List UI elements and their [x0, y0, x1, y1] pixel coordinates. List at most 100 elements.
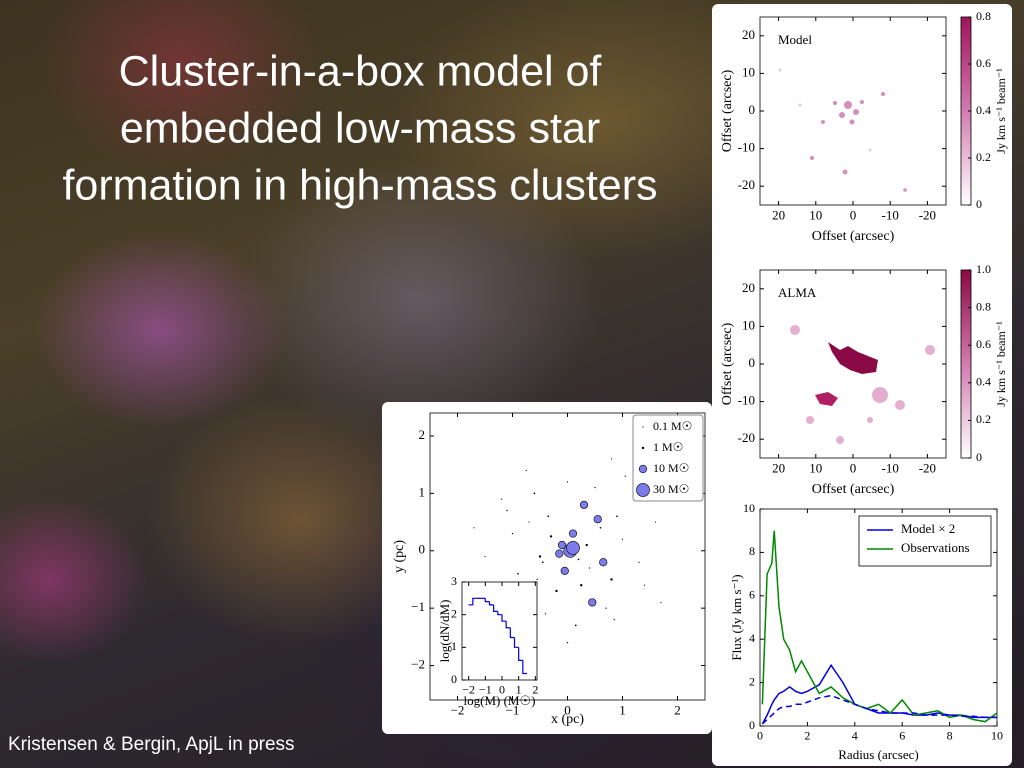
colorbar-label: Jy km s⁻¹ beam⁻¹: [994, 321, 1008, 407]
hist-step: [493, 604, 498, 612]
y-tick-label: 4: [749, 631, 755, 645]
star: [484, 555, 486, 558]
x-tick-label: 10: [991, 729, 1003, 743]
line-series: [761, 663, 997, 725]
x-tick-label: 1: [619, 703, 626, 718]
legend-label: 10 M☉: [653, 461, 689, 475]
figure-panel: [712, 4, 1012, 766]
title-line: embedded low-mass star: [120, 104, 600, 152]
x-axis-label: Radius (arcsec): [838, 747, 919, 762]
y-tick-label: 8: [749, 544, 755, 558]
y-tick-label: 0: [451, 672, 457, 686]
y-tick-label: -20: [738, 430, 755, 445]
colorbar-tick-label: 0.8: [976, 299, 991, 313]
legend-label: Model × 2: [901, 521, 955, 536]
x-tick-label: 0: [499, 683, 505, 697]
legend-label: 0.1 M☉: [653, 419, 692, 433]
star: [500, 498, 503, 500]
y-tick-label: 2: [749, 674, 755, 688]
x-tick-label: -20: [919, 208, 936, 223]
hist-step: [513, 637, 519, 648]
x-tick-label: 0: [564, 703, 571, 718]
alma-image: [790, 325, 935, 444]
x-tick-label: 2: [532, 683, 538, 697]
colorbar-tick-label: 0.2: [976, 150, 991, 164]
legend-label: 1 M☉: [653, 440, 683, 454]
x-tick-label: 2: [674, 703, 681, 718]
star: [580, 584, 583, 587]
y-tick-label: 10: [743, 501, 755, 515]
x-tick-label: 20: [772, 461, 785, 476]
y-tick-label: 3: [451, 574, 457, 588]
x-tick-label: 2: [804, 729, 810, 743]
model-image: [778, 68, 907, 192]
x-axis-label: Offset (arcsec): [812, 229, 895, 244]
y-tick-label: 20: [742, 280, 755, 295]
y-axis-label: log(dN/dM): [437, 600, 452, 663]
y-tick-label: 0: [749, 355, 756, 370]
star: [566, 641, 569, 644]
y-tick-label: 20: [742, 27, 755, 42]
x-tick-label: −1: [479, 683, 492, 697]
colorbar-label: Jy km s⁻¹ beam⁻¹: [994, 68, 1008, 154]
y-tick-label: 2: [451, 606, 457, 620]
x-tick-label: 0: [850, 461, 857, 476]
x-tick-label: -10: [882, 461, 899, 476]
star: [555, 589, 558, 593]
y-tick-label: -10: [738, 140, 755, 155]
star: [638, 561, 640, 563]
title-line: formation in high-mass clusters: [62, 161, 657, 209]
legend-box: [858, 515, 992, 567]
x-tick-label: 10: [809, 208, 822, 223]
colorbar: [960, 269, 972, 459]
star: [577, 558, 580, 561]
hist-step: [497, 611, 502, 616]
star: [574, 624, 577, 627]
star: [525, 469, 527, 471]
star: [568, 529, 578, 538]
star: [594, 486, 596, 489]
star: [621, 538, 624, 540]
plot-frame: [759, 508, 998, 727]
star: [643, 584, 646, 586]
x-tick-label: −2: [451, 703, 465, 718]
star: [616, 515, 618, 518]
y-axis-label: y (pc): [392, 540, 407, 573]
star: [506, 509, 508, 512]
star: [566, 541, 580, 555]
plot-frame: [759, 269, 947, 459]
colorbar-tick-label: 0.2: [976, 412, 991, 426]
hist-step: [522, 660, 527, 675]
hist-step: [488, 601, 494, 606]
star: [538, 555, 542, 558]
star: [517, 572, 519, 575]
star: [549, 535, 553, 538]
legend-box: [632, 414, 704, 502]
line-series: [761, 694, 997, 725]
star: [624, 475, 626, 477]
plot-frame: [759, 16, 947, 206]
y-tick-label: 1: [419, 484, 426, 499]
star: [599, 558, 608, 567]
colorbar-tick-label: 0.4: [976, 103, 991, 117]
y-tick-label: 0: [419, 542, 426, 557]
star: [660, 601, 662, 604]
legend-marker: [642, 426, 644, 428]
inset-bg: [462, 582, 537, 680]
y-tick-label: 0: [749, 718, 755, 732]
credit: Kristensen & Bergin, ApjL in press: [8, 734, 295, 755]
star: [588, 567, 591, 569]
star: [511, 532, 514, 535]
x-tick-label: −2: [462, 683, 475, 697]
plot-frame: [429, 412, 706, 701]
y-tick-label: 10: [742, 317, 755, 332]
title-line: Cluster-in-a-box model of: [119, 47, 603, 95]
x-tick-label: -10: [882, 208, 899, 223]
y-tick-label: -20: [738, 177, 755, 192]
star: [585, 543, 588, 547]
y-axis-label: Flux (Jy km s⁻¹): [729, 574, 744, 660]
star: [599, 526, 602, 529]
star: [654, 521, 657, 523]
star: [473, 527, 475, 529]
